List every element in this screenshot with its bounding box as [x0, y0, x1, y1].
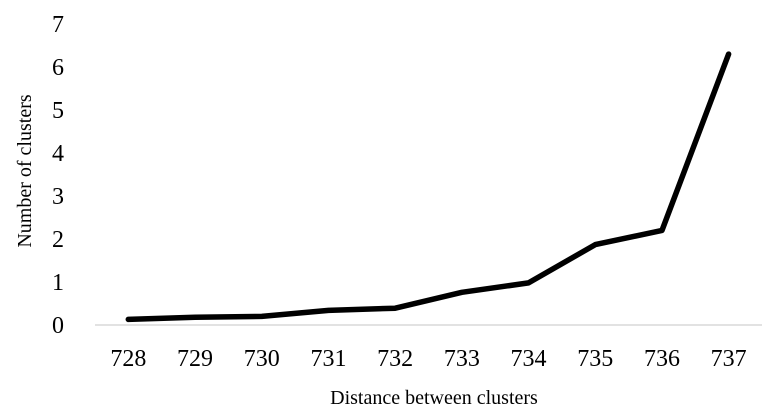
- y-axis-title: Number of clusters: [14, 94, 36, 248]
- x-tick-label: 730: [244, 346, 280, 372]
- y-tick-label: 2: [52, 227, 64, 253]
- x-tick-label: 732: [377, 346, 413, 372]
- y-tick-label: 3: [52, 184, 64, 210]
- x-axis-title: Distance between clusters: [330, 387, 538, 409]
- x-axis-tick-labels: 728 729 730 731 732 733 734 735 736 737: [110, 346, 746, 372]
- y-axis-tick-labels: 0 1 2 3 4 5 6 7: [52, 12, 64, 339]
- y-tick-label: 6: [52, 55, 64, 81]
- x-tick-label: 728: [110, 346, 146, 372]
- x-tick-label: 735: [577, 346, 613, 372]
- x-tick-label: 731: [310, 346, 346, 372]
- x-tick-label: 734: [511, 346, 547, 372]
- x-tick-label: 729: [177, 346, 213, 372]
- x-tick-label: 736: [644, 346, 680, 372]
- series-group: [125, 51, 732, 323]
- y-tick-label: 5: [52, 98, 64, 124]
- x-tick-label: 737: [711, 346, 747, 372]
- y-tick-label: 0: [52, 313, 64, 339]
- y-tick-label: 4: [52, 141, 64, 167]
- y-tick-label: 1: [52, 270, 64, 296]
- y-tick-label: 7: [52, 12, 64, 38]
- x-tick-label: 733: [444, 346, 480, 372]
- series-line: [125, 51, 732, 323]
